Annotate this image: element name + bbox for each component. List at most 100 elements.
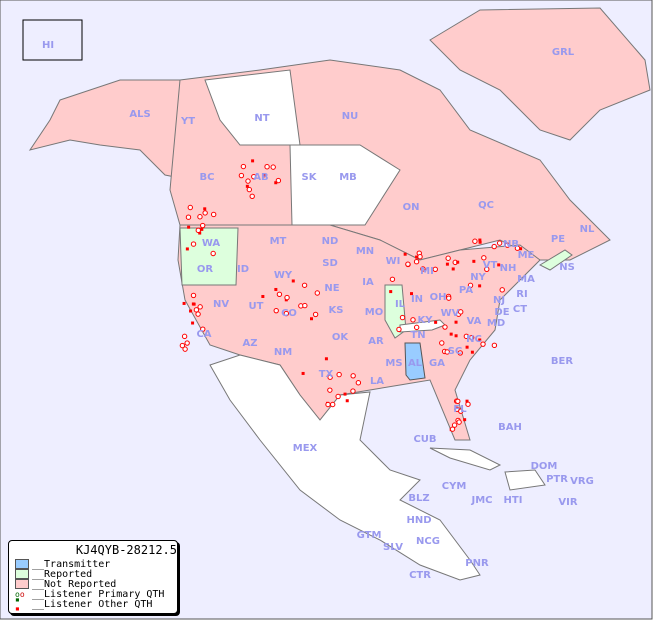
- listener-other-qth: [262, 174, 266, 178]
- region-label-ma: MA: [517, 274, 535, 285]
- listener-other-qth: [345, 399, 349, 403]
- swatch-reported: [15, 569, 29, 579]
- listener-other-qth: [451, 267, 455, 271]
- listener-primary-qth: [432, 266, 438, 272]
- listener-other-qth: [519, 247, 523, 251]
- listener-primary-qth: [195, 227, 201, 234]
- legend-title: KJ4QYB-28212.5: [75, 543, 177, 557]
- region-label-ky: KY: [417, 315, 433, 326]
- listener-primary-qth: [284, 294, 290, 301]
- region-label-hti: HTI: [503, 495, 523, 506]
- listener-primary-qth: [480, 341, 486, 347]
- listener-primary-qth: [463, 333, 470, 340]
- region-label-mex: MEX: [292, 443, 318, 454]
- region-label-de: DE: [494, 307, 510, 318]
- listener-other-qth: [434, 320, 438, 324]
- swatch-transmitter: [15, 559, 29, 569]
- listener-other-qth: [497, 263, 501, 267]
- listener-primary-qth: [454, 406, 460, 412]
- listener-primary-qth: [413, 259, 420, 265]
- listener-primary-qth: [496, 240, 503, 246]
- legend: KJ4QYB-28212.5 __Transmitter __Reported …: [8, 540, 178, 614]
- listener-other-qth: [291, 279, 295, 283]
- listener-primary-qth: [251, 173, 257, 180]
- listener-other-qth: [310, 317, 314, 321]
- region-label-ct: CT: [512, 304, 528, 315]
- region-label-co: CO: [281, 308, 297, 319]
- listener-other-qth: [185, 247, 189, 251]
- region-label-az: AZ: [242, 338, 258, 349]
- region-label-mt: MT: [269, 236, 287, 247]
- listener-other-qth: [324, 357, 328, 361]
- region-label-jmc: JMC: [471, 495, 493, 506]
- listener-primary-qth: [187, 204, 193, 211]
- other-qth-icon: ▪ ▪: [15, 595, 20, 613]
- region-label-ab: AB: [253, 172, 269, 183]
- region-label-vir: VIR: [558, 497, 578, 508]
- region-label-wy: WY: [273, 270, 293, 281]
- region-label-nv: NV: [212, 299, 230, 310]
- region-label-mb: MB: [339, 172, 357, 183]
- region-label-qc: QC: [478, 200, 494, 211]
- listener-primary-qth: [410, 317, 416, 323]
- listener-primary-qth: [199, 222, 206, 229]
- region-label-fl: FL: [453, 404, 467, 415]
- listener-spots: [179, 159, 523, 432]
- region-label-gtm: GTM: [356, 530, 382, 541]
- region-label-nd: ND: [321, 236, 339, 247]
- region-label-mi: MI: [420, 266, 434, 277]
- listener-primary-qth: [449, 426, 456, 432]
- listener-primary-qth: [270, 164, 276, 170]
- region-label-la: LA: [369, 376, 385, 387]
- listener-primary-qth: [314, 290, 321, 296]
- listener-other-qth: [191, 321, 195, 325]
- region-label-nm: NM: [273, 347, 293, 358]
- listener-primary-qth: [350, 388, 356, 394]
- region-label-ar: AR: [368, 336, 384, 347]
- listener-primary-qth: [389, 276, 396, 282]
- listener-other-qth: [187, 225, 191, 229]
- listener-primary-qth: [210, 211, 217, 218]
- land-greenland: [429, 7, 651, 141]
- listener-primary-qth: [336, 371, 342, 378]
- region-label-nu: NU: [341, 111, 359, 122]
- region-label-wi: WI: [385, 256, 401, 267]
- listener-primary-qth: [396, 326, 402, 333]
- listener-other-qth: [410, 292, 414, 296]
- listener-primary-qth: [179, 342, 186, 349]
- region-label-ks: KS: [328, 305, 344, 316]
- land-wa-or: [179, 227, 239, 286]
- legend-not-reported: __Not Reported: [15, 579, 116, 590]
- region-label-hi: HI: [41, 40, 55, 51]
- listener-other-qth: [274, 287, 278, 291]
- listener-other-qth: [456, 260, 460, 264]
- listener-primary-qth: [273, 307, 279, 314]
- land-nt: [204, 69, 301, 146]
- region-label-wv: WV: [440, 308, 460, 319]
- listener-primary-qth: [451, 422, 458, 428]
- region-label-in: IN: [410, 294, 424, 305]
- region-label-nc: NC: [466, 334, 482, 345]
- region-label-ia: IA: [362, 277, 374, 288]
- listener-primary-qth: [249, 193, 255, 200]
- listener-other-qth: [301, 371, 305, 375]
- listener-primary-qth: [181, 333, 188, 340]
- land-al: [404, 342, 426, 381]
- listener-primary-qth: [445, 255, 451, 261]
- listener-primary-qth: [200, 326, 206, 332]
- region-label-al: AL: [407, 358, 423, 369]
- listener-other-qth: [465, 399, 469, 403]
- region-label-on: ON: [402, 202, 420, 213]
- listener-primary-qth: [456, 419, 462, 425]
- listener-other-qth: [343, 392, 347, 396]
- region-label-vrg: VRG: [570, 476, 594, 487]
- region-label-cym: CYM: [441, 481, 467, 492]
- land-ns: [538, 249, 573, 271]
- primary-qth-icon: oo: [15, 589, 25, 599]
- listener-primary-qth: [301, 282, 308, 288]
- region-label-nl: NL: [579, 224, 595, 235]
- listener-other-qth: [472, 259, 476, 263]
- listener-primary-qth: [484, 266, 490, 272]
- listener-other-qth: [245, 184, 249, 188]
- listener-primary-qth: [491, 342, 498, 349]
